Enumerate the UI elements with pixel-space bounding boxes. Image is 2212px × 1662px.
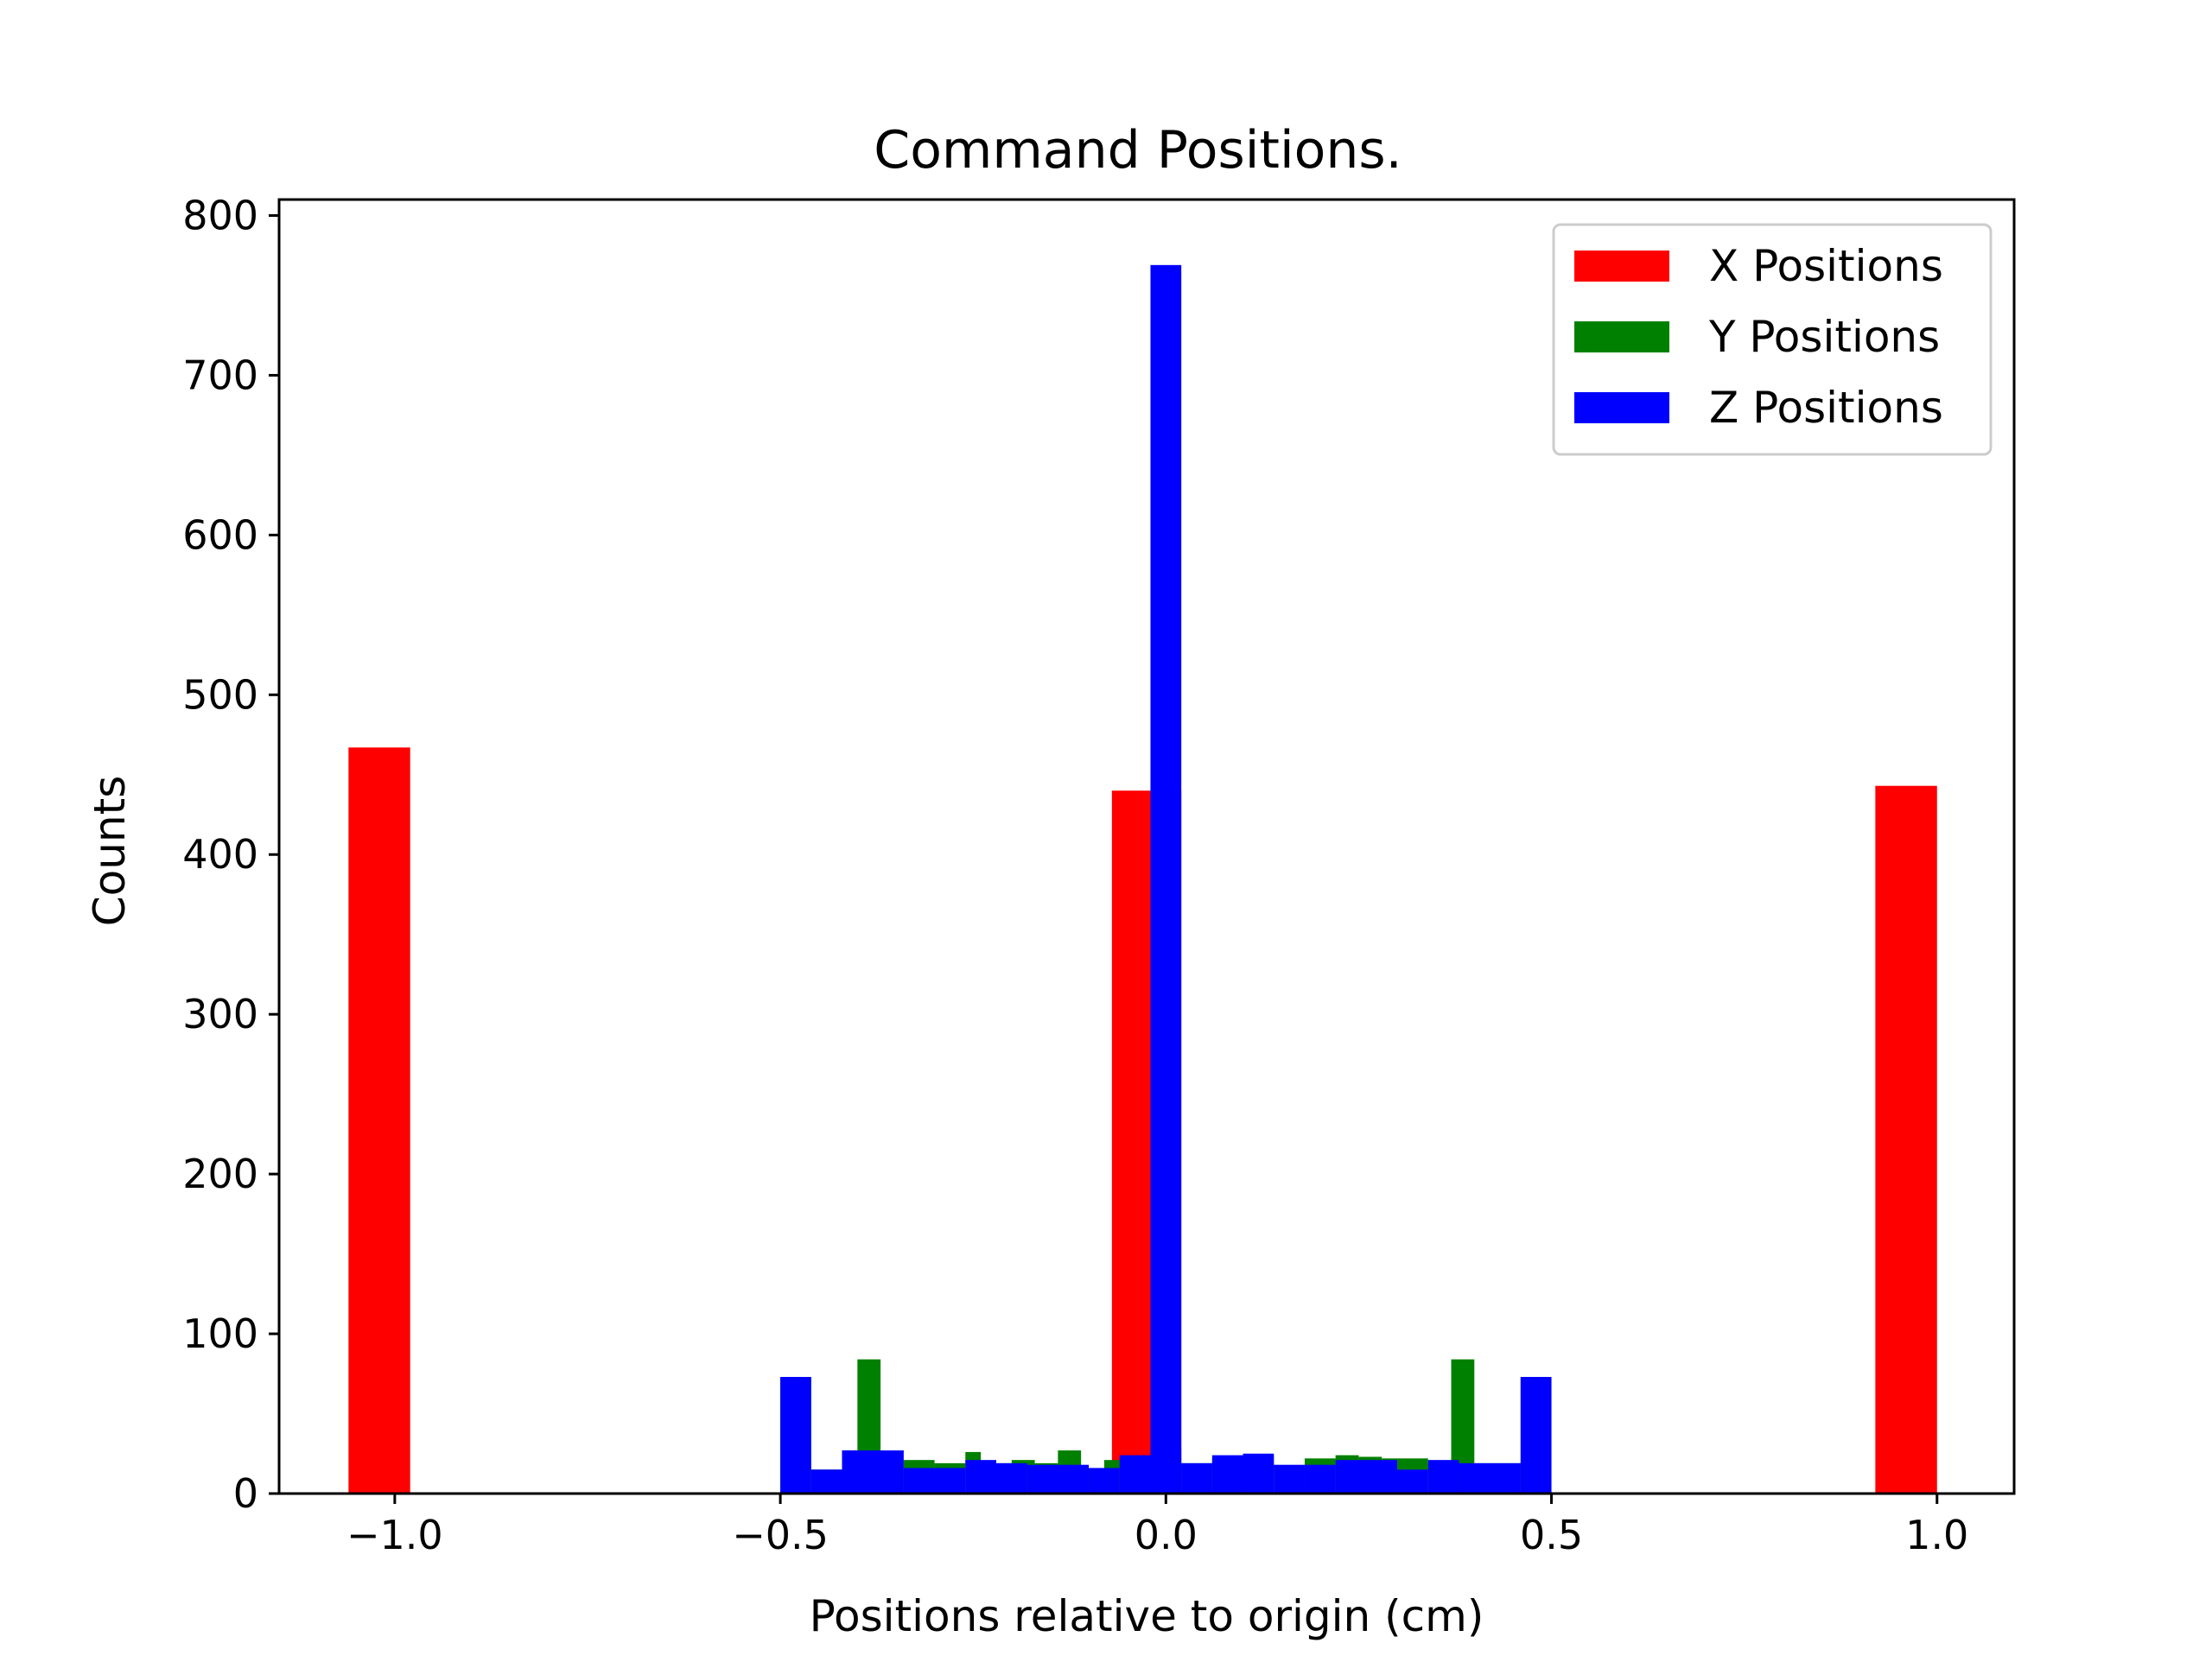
- z-positions-legend-label: Z Positions: [1709, 383, 1943, 433]
- y-tick-label: 300: [182, 991, 258, 1037]
- z-positions-bar: [995, 1462, 1027, 1494]
- z-positions-bar: [1274, 1464, 1305, 1494]
- chart-title: Command Positions.: [874, 120, 1402, 181]
- x-tick-label: 0.5: [1520, 1512, 1583, 1558]
- z-positions-bar: [1211, 1455, 1243, 1494]
- x-ticks: −1.0 −0.5 0.0 0.5 1.0: [346, 1494, 1968, 1558]
- legend: X Positions Y Positions Z Positions: [1552, 223, 1993, 456]
- x-tick-label: 1.0: [1905, 1512, 1968, 1558]
- y-axis-label: Counts: [85, 776, 135, 927]
- z-positions-bar: [903, 1468, 966, 1494]
- axes-frame: [277, 198, 2016, 1495]
- y-positions-legend-swatch: [1574, 321, 1669, 352]
- z-positions-bar: [1027, 1464, 1090, 1494]
- z-positions-bar: [1459, 1462, 1521, 1494]
- z-positions-bar: [1397, 1469, 1428, 1494]
- y-ticks: 0 100 200 300 400 500 600 700 800: [182, 192, 279, 1517]
- y-tick-label: 600: [182, 511, 258, 558]
- y-tick-label: 800: [182, 192, 258, 238]
- x-tick-label: −1.0: [346, 1512, 443, 1558]
- x-tick-label: 0.0: [1135, 1512, 1198, 1558]
- z-positions-bar: [780, 1376, 811, 1494]
- x-positions-bar: [1875, 785, 1937, 1494]
- z-positions-bar: [1089, 1468, 1120, 1494]
- z-positions-bar: [965, 1460, 996, 1494]
- z-positions-bar: [1243, 1453, 1274, 1494]
- x-positions-legend-swatch: [1574, 251, 1669, 282]
- y-tick-label: 400: [182, 831, 258, 878]
- x-positions-bar: [348, 747, 410, 1494]
- z-positions-bar: [1150, 264, 1182, 1494]
- x-tick-label: −0.5: [732, 1512, 829, 1558]
- y-tick-label: 700: [182, 352, 258, 398]
- y-tick-label: 0: [233, 1470, 258, 1517]
- z-positions-bar: [1335, 1460, 1398, 1494]
- x-positions-legend-label: X Positions: [1709, 241, 1943, 291]
- z-positions-bar: [1520, 1376, 1552, 1494]
- y-tick-label: 200: [182, 1151, 258, 1197]
- z-positions-legend-swatch: [1574, 392, 1669, 423]
- y-tick-label: 500: [182, 671, 258, 718]
- y-tick-label: 100: [182, 1310, 258, 1357]
- legend-entries: X Positions Y Positions Z Positions: [1574, 241, 1943, 433]
- x-axis-label: Positions relative to origin (cm): [810, 1591, 1484, 1641]
- z-positions-bar: [1181, 1462, 1212, 1494]
- z-positions-bar: [1304, 1464, 1336, 1494]
- bars-layer: [348, 264, 1937, 1494]
- z-positions-bar: [1119, 1455, 1151, 1494]
- z-positions-bar: [810, 1469, 842, 1494]
- z-positions-bar: [842, 1450, 904, 1494]
- z-positions-bar: [1427, 1460, 1459, 1494]
- y-positions-legend-label: Y Positions: [1708, 312, 1940, 362]
